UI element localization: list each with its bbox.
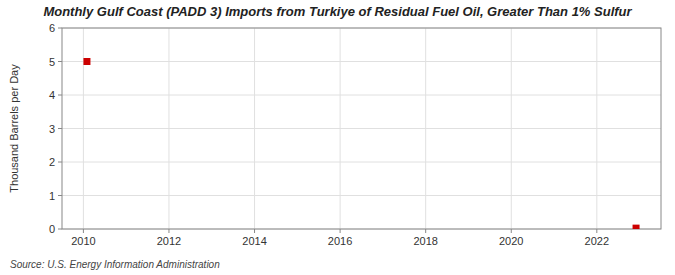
tick-y [58, 61, 62, 62]
title: Monthly Gulf Coast (PADD 3) Imports from… [43, 4, 632, 19]
y-axis-label: Thousand Barrels per Day [8, 64, 20, 193]
tick-label-x: 2022 [585, 235, 609, 247]
tick-label-x: 2010 [71, 235, 95, 247]
grid [62, 28, 661, 229]
tick-label-y: 6 [49, 22, 55, 34]
tick-label-x: 2014 [242, 235, 266, 247]
plot-frame [62, 28, 661, 229]
points [83, 58, 639, 229]
tick-label-x: 2012 [157, 235, 181, 247]
tick-label-x: 2018 [413, 235, 437, 247]
point [83, 58, 90, 65]
tick-x [596, 229, 597, 233]
tick-y [58, 128, 62, 129]
tick-label-x: 2016 [328, 235, 352, 247]
tick-label-y: 0 [49, 223, 55, 235]
chart: Monthly Gulf Coast (PADD 3) Imports from… [0, 0, 675, 275]
tick-y [58, 229, 62, 230]
axes: 2010 2012 2014 2016 2018 2020 2022 0 1 2 3 4 5 6 [49, 22, 609, 247]
point [633, 225, 640, 229]
grid-line-y [62, 95, 661, 96]
grid-line-y [62, 162, 661, 163]
tick-y [58, 162, 62, 163]
grid-line-y [62, 61, 661, 62]
tick-label-y: 1 [49, 190, 55, 202]
grid-line-y [62, 128, 661, 129]
tick-x [340, 229, 341, 233]
plot-area [62, 28, 661, 229]
tick-y [58, 28, 62, 29]
tick-label-y: 3 [49, 123, 55, 135]
tick-x [511, 229, 512, 233]
tick-x [168, 229, 169, 233]
tick-label-y: 4 [49, 89, 55, 101]
tick-y [58, 95, 62, 96]
tick-y [58, 195, 62, 196]
tick-label-y: 2 [49, 156, 55, 168]
tick-x [83, 229, 84, 233]
tick-x [254, 229, 255, 233]
grid-line-y [62, 195, 661, 196]
tick-label-x: 2020 [499, 235, 523, 247]
tick-label-y: 5 [49, 56, 55, 68]
tick-x [425, 229, 426, 233]
source-note: Source: U.S. Energy Information Administ… [10, 259, 220, 270]
